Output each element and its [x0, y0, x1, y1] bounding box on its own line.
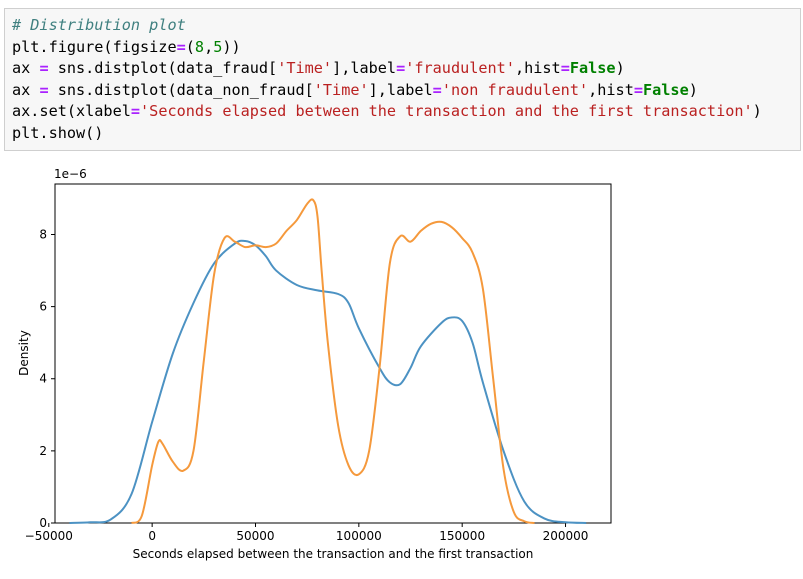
code-line: ax = sns.distplot(data_fraud['Time'],lab… — [12, 58, 800, 80]
code-token: False — [643, 80, 689, 99]
code-token: 'fraudulent' — [405, 59, 515, 78]
code-token: ax.set(xlabel — [12, 102, 131, 121]
code-token: ],label — [368, 80, 433, 99]
code-token: ax — [12, 80, 40, 99]
code-token: = — [396, 59, 406, 78]
code-token: ax — [12, 59, 40, 78]
code-token: = — [176, 37, 186, 56]
x-tick-label: 200000 — [543, 529, 589, 543]
code-token: 'non fraudulent' — [441, 80, 589, 99]
code-token: 8 — [194, 37, 205, 56]
code-cell[interactable]: # Distribution plot plt.figure(figsize=(8… — [4, 8, 801, 151]
code-token: False — [569, 59, 616, 78]
y-tick-label: 6 — [39, 300, 47, 314]
code-token: 5 — [213, 37, 223, 56]
code-token: ) — [688, 80, 698, 99]
x-tick-label: 50000 — [236, 529, 274, 543]
code-token: 'Seconds elapsed between the transaction… — [140, 102, 753, 121]
code-token: = — [560, 59, 570, 78]
code-token: sns.distplot(data_non_fraud[ — [48, 80, 314, 99]
code-line: plt.figure(figsize=(8,5)) — [12, 37, 800, 59]
x-tick-label: 100000 — [336, 529, 382, 543]
density-line-1 — [69, 239, 587, 524]
code-line: plt.show() — [12, 123, 800, 145]
code-token: = — [39, 59, 49, 78]
y-axis-label: Density — [17, 330, 31, 376]
code-token: ,hist — [514, 59, 561, 78]
x-tick-label: −50000 — [25, 529, 73, 543]
y-tick-label: 4 — [39, 372, 47, 386]
y-tick-label: 2 — [39, 444, 47, 458]
code-token: 'Time' — [313, 80, 369, 99]
y-tick-label: 8 — [39, 227, 47, 241]
x-axis-ticks: −50000 0 50000 100000 150000 200000 — [25, 523, 589, 543]
code-token: # Distribution plot — [12, 16, 186, 34]
y-tick-label: 0 — [39, 516, 47, 530]
code-token: 'Time' — [277, 59, 333, 78]
code-token: plt.figure(figsize — [12, 37, 177, 56]
code-lines: # Distribution plot plt.figure(figsize=(8… — [12, 15, 800, 145]
code-token: = — [633, 80, 643, 99]
series-lines — [69, 198, 587, 524]
y-axis-ticks: 0 2 4 6 8 — [39, 227, 55, 530]
density-plot: 1e−6 −50000 0 50000 100000 150000 200000 0246… — [17, 167, 612, 561]
code-token: ,hist — [588, 80, 634, 99]
code-token: ( — [185, 37, 195, 56]
x-axis-label: Seconds elapsed between the transaction … — [133, 547, 534, 561]
code-token: ) — [615, 59, 625, 78]
code-line: # Distribution plot — [12, 15, 800, 37]
density-line-2 — [130, 198, 535, 524]
code-token: sns.distplot(data_fraud[ — [48, 59, 278, 78]
x-tick-label: 0 — [148, 529, 156, 543]
code-token: , — [204, 37, 214, 56]
code-token: )) — [222, 37, 241, 56]
x-tick-label: 150000 — [439, 529, 485, 543]
code-token: = — [39, 80, 49, 99]
code-token: ],label — [332, 59, 397, 78]
code-token: plt.show() — [12, 123, 104, 142]
code-line: ax.set(xlabel='Seconds elapsed between t… — [12, 101, 800, 123]
code-token: = — [130, 102, 141, 121]
code-token: ) — [752, 102, 762, 121]
code-line: ax = sns.distplot(data_non_fraud['Time']… — [12, 80, 800, 102]
code-token: = — [432, 80, 442, 99]
plot-frame — [54, 183, 612, 524]
y-scale-label: 1e−6 — [54, 167, 87, 181]
